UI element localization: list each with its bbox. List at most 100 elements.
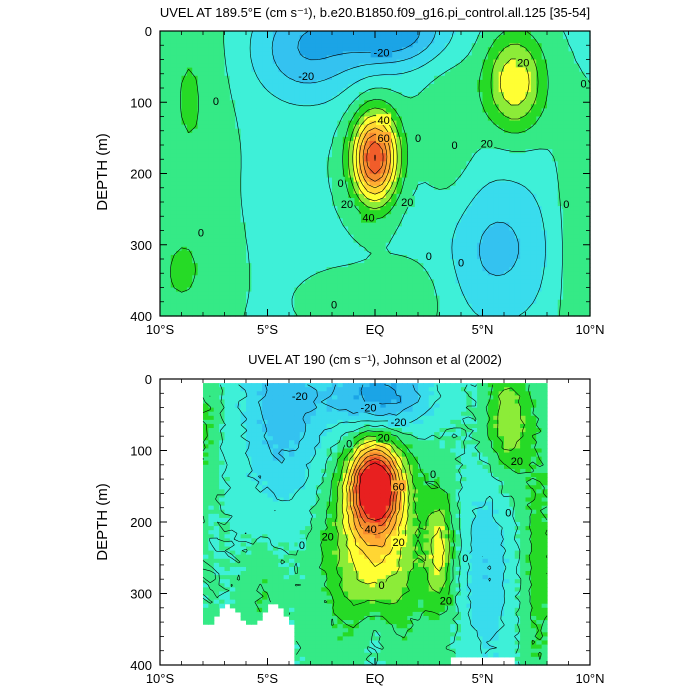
contour-cell — [208, 242, 215, 248]
contour-cell — [219, 116, 226, 122]
contour-cell — [337, 39, 344, 44]
contour-cell — [251, 303, 258, 309]
contour-cell — [305, 210, 312, 215]
contour-cell — [310, 275, 317, 280]
contour-cell — [262, 238, 269, 244]
contour-cell — [321, 47, 328, 52]
contour-cell — [444, 47, 451, 52]
contour-cell — [278, 153, 285, 158]
contour-cell — [213, 250, 220, 256]
contour-cell — [504, 35, 510, 40]
contour-cell — [471, 71, 478, 77]
contour-cell — [160, 283, 166, 289]
contour-cell — [401, 222, 408, 228]
contour-cell — [482, 287, 489, 293]
contour-cell — [342, 67, 349, 73]
contour-cell — [541, 79, 548, 85]
contour-cell — [305, 303, 312, 309]
contour-cell — [262, 311, 269, 317]
contour-cell — [326, 222, 333, 228]
contour-cell — [299, 246, 306, 252]
contour-cell — [509, 303, 516, 309]
contour-cell — [181, 295, 188, 301]
contour-cell — [407, 136, 414, 142]
contour-cell — [530, 83, 537, 89]
contour-cell — [444, 79, 451, 85]
contour-cell — [170, 259, 177, 264]
contour-cell — [364, 234, 371, 240]
contour-cell — [401, 31, 408, 36]
contour-cell — [240, 83, 247, 89]
contour-cell — [396, 210, 403, 215]
contour-cell — [267, 104, 274, 109]
contour-cell — [525, 279, 532, 285]
contour-cell — [482, 181, 489, 187]
contour-cell — [525, 51, 532, 57]
contour-cell — [514, 177, 521, 183]
contour-cell — [525, 181, 532, 187]
contour-cell — [256, 259, 263, 264]
contour-cell — [337, 51, 344, 57]
contour-cell — [165, 79, 172, 85]
contour-cell — [326, 104, 333, 109]
contour-cell — [525, 210, 532, 215]
top-panel-title: UVEL AT 189.5°E (cm s⁻¹), b.e20.B1850.f0… — [160, 5, 590, 20]
contour-cell — [498, 307, 505, 313]
contour-cell — [213, 246, 220, 252]
contour-cell — [240, 287, 247, 293]
contour-cell — [208, 173, 215, 179]
contour-cell — [342, 271, 349, 276]
contour-cell — [412, 157, 419, 162]
contour-cell — [299, 116, 306, 122]
contour-cell — [289, 193, 295, 199]
contour-cell — [337, 124, 344, 130]
contour-cell — [305, 311, 312, 317]
contour-cell — [256, 55, 263, 61]
contour-cell — [321, 67, 328, 73]
contour-cell — [391, 181, 398, 187]
contour-cell — [283, 226, 290, 232]
contour-cell — [305, 287, 312, 293]
contour-cell — [256, 181, 263, 187]
contour-cell — [514, 140, 521, 146]
contour-cell — [380, 71, 387, 77]
contour-cell — [541, 120, 548, 126]
contour-cell — [375, 149, 381, 154]
contour-cell — [471, 92, 478, 97]
contour-cell — [283, 132, 290, 138]
contour-cell — [348, 51, 355, 57]
contour-cell — [428, 299, 435, 305]
contour-cell — [176, 35, 183, 40]
contour-cell — [455, 185, 462, 191]
contour-cell — [337, 59, 344, 65]
contour-cell — [283, 250, 290, 256]
contour-cell — [262, 193, 269, 199]
contour-cell — [229, 136, 236, 142]
contour-cell — [160, 145, 166, 150]
contour-cell — [444, 299, 451, 305]
contour-cell — [439, 230, 446, 236]
contour-cell — [321, 165, 328, 171]
contour-cell — [262, 145, 269, 150]
contour-cell — [342, 250, 349, 256]
contour-cell — [418, 169, 424, 175]
contour-cell — [294, 271, 301, 276]
contour-cell — [251, 112, 258, 118]
contour-cell — [208, 71, 215, 77]
contour-cell — [256, 218, 263, 223]
contour-cell — [181, 226, 188, 232]
contour-cell — [530, 218, 537, 223]
contour-cell — [170, 104, 177, 109]
contour-cell — [482, 185, 489, 191]
contour-cell — [493, 311, 500, 317]
contour-cell — [165, 108, 172, 114]
contour-cell — [520, 254, 527, 260]
contour-cell — [192, 136, 199, 142]
contour-cell — [401, 234, 408, 240]
contour-cell — [294, 242, 301, 248]
contour-cell — [536, 128, 543, 134]
contour-cell — [375, 181, 381, 187]
contour-cell — [530, 238, 537, 244]
contour-cell — [165, 169, 172, 175]
contour-cell — [369, 311, 376, 317]
